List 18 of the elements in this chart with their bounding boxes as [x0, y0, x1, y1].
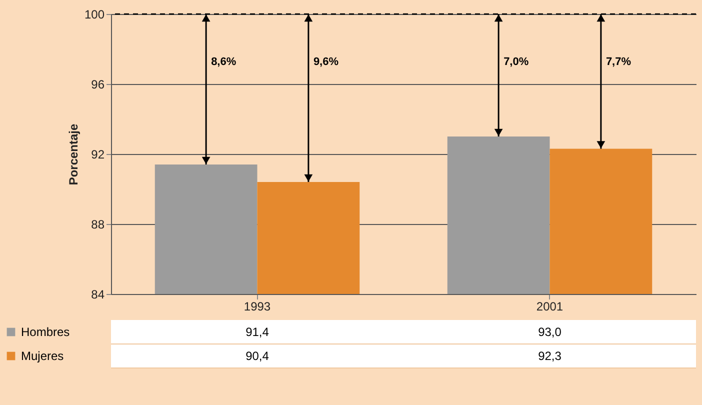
data-label: 90,4	[246, 349, 270, 363]
y-tick-label: 100	[84, 8, 105, 22]
x-tick-label: 1993	[244, 300, 271, 314]
annotation: 7,7%	[606, 56, 632, 68]
data-label: 93,0	[538, 325, 562, 339]
annotation: 8,6%	[211, 56, 236, 68]
y-tick-label: 92	[91, 148, 105, 162]
x-tick-label: 2001	[536, 300, 564, 314]
annotation: 9,6%	[313, 56, 339, 68]
data-label: 92,3	[538, 349, 562, 363]
annotation: 7,0%	[504, 56, 529, 68]
y-tick-label: 88	[91, 218, 105, 232]
y-axis-title: Porcentaje	[66, 123, 80, 186]
legend-label: Hombres	[21, 325, 70, 339]
y-tick-label: 84	[91, 288, 105, 302]
data-label: 91,4	[246, 325, 270, 339]
y-tick-label: 96	[91, 78, 105, 92]
legend-label: Mujeres	[21, 349, 64, 363]
